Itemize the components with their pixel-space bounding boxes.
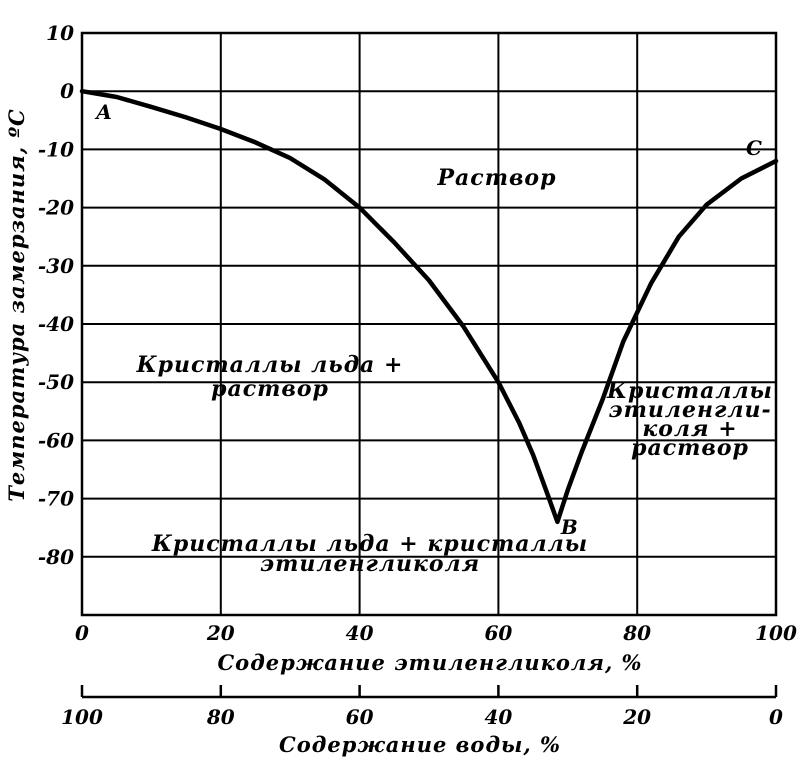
annotation-glycol-solution: раствор [631,435,749,461]
x-tick-label: 0 [75,621,89,645]
secondary-x-axis: 100 80 60 40 20 0 [61,685,783,729]
point-label-a: A [94,100,112,124]
x2-axis-title: Содержание воды, % [279,732,561,757]
y-tick-labels: 10 0 -10 -20 -30 -40 -50 -60 -70 -80 [38,21,74,569]
grid [81,32,777,615]
y-tick-label: -80 [38,545,74,569]
x2-tick-label: 80 [206,705,235,729]
point-labels: A B C [94,100,762,539]
point-label-c: C [746,136,762,160]
annotation-ice-solution: Кристаллы льда + [136,352,404,378]
x-tick-label: 80 [622,621,651,645]
y-axis-title: Температура замерзания, ºC [4,108,29,501]
y-tick-label: 10 [46,21,74,45]
annotation-solution: Раствор [437,165,557,191]
x-tick-label: 40 [346,621,374,645]
y-tick-label: -30 [38,254,74,278]
annotation-ice-solution: раствор [211,376,329,402]
annotation-ice-glycol: этиленгликоля [260,551,480,577]
y-tick-label: -70 [38,487,74,511]
annotation-glycol-solution: коля + [642,416,737,442]
y-tick-label: 0 [60,79,74,103]
x2-tick-label: 100 [61,705,103,729]
x-tick-label: 100 [755,621,797,645]
y-tick-label: -50 [38,370,74,394]
x-tick-labels: 0 20 40 60 80 100 [75,621,797,645]
x2-tick-label: 20 [622,705,651,729]
y-tick-label: -10 [38,137,74,161]
plot-frame [80,31,778,617]
x2-tick-label: 0 [769,705,783,729]
x-tick-label: 20 [206,621,235,645]
y-tick-label: -60 [38,428,74,452]
annotation-glycol-solution: Кристаллы [606,378,773,404]
annotation-ice-glycol: Кристаллы льда + кристаллы [151,531,588,557]
x2-tick-label: 40 [484,705,512,729]
x-axis-title: Содержание этиленгликоля, % [217,650,642,675]
y-tick-label: -40 [38,312,74,336]
point-label-b: B [560,515,578,539]
x-tick-label: 60 [484,621,512,645]
x2-tick-label: 60 [346,705,374,729]
freezing-curve [79,88,779,525]
y-tick-label: -20 [38,196,74,220]
annotation-glycol-solution: этиленгли- [608,397,771,423]
